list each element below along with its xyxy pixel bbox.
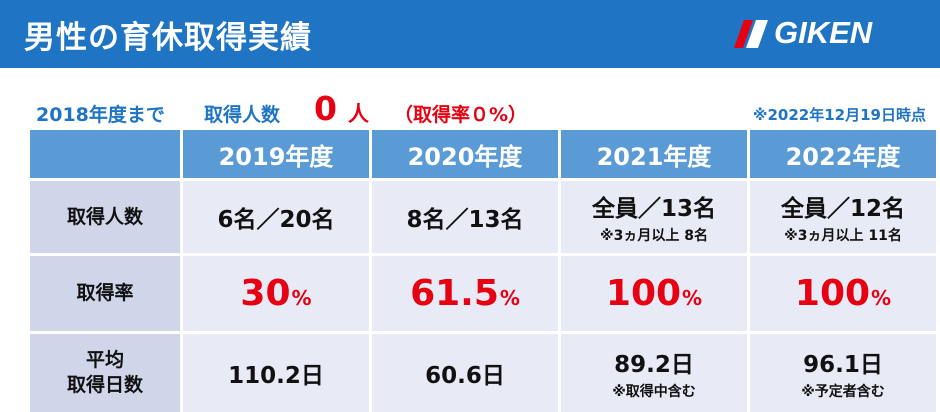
column-header: 2020年度 [372, 130, 558, 178]
page-title: 男性の育休取得実績 [24, 20, 312, 56]
cell-value: 110.2日 [228, 363, 324, 389]
cell-value: 8名／13名 [406, 207, 524, 233]
table-cell: 8名／13名 [372, 181, 558, 253]
cell-note: ※予定者含む [801, 384, 885, 400]
rate-number: 61.5 [410, 273, 499, 314]
logo-text: GIKEN [774, 15, 873, 50]
summary-unit: 人 [348, 102, 369, 126]
table-cell: 60.6日 [372, 334, 558, 412]
table-cell: 100% [561, 256, 747, 331]
row-label-line: 平均 [85, 349, 124, 372]
rate-value: 100% [795, 273, 891, 314]
row-label-line: 取得日数 [66, 374, 143, 396]
table-cell: 100% [750, 256, 936, 331]
cell-value: 60.6日 [425, 363, 505, 389]
summary-count: 0 [314, 89, 337, 128]
row-label-count: 取得人数 [30, 181, 180, 253]
rate-unit: % [291, 286, 312, 310]
cell-note: ※3ヵ月以上 8名 [600, 228, 708, 244]
column-header: 2019年度 [183, 130, 369, 178]
cell-value: 89.2日 [614, 352, 694, 378]
table-cell: 30% [183, 256, 369, 331]
giken-logo: GIKEN [734, 14, 924, 54]
rate-unit: % [499, 286, 520, 310]
rate-number: 30 [240, 273, 291, 314]
cell-value: 全員／12名 [780, 196, 905, 222]
table-cell: 110.2日 [183, 334, 369, 412]
table-corner [30, 130, 180, 178]
table-cell: 89.2日 ※取得中含む [561, 334, 747, 412]
rate-unit: % [682, 286, 703, 310]
row-label-rate: 取得率 [30, 256, 180, 331]
rate-value: 30% [240, 273, 311, 314]
rate-number: 100 [794, 273, 871, 314]
table-cell: 61.5% [372, 256, 558, 331]
table-cell: 全員／13名 ※3ヵ月以上 8名 [561, 181, 747, 253]
summary-label: 取得人数 [204, 104, 281, 126]
header-bar: 男性の育休取得実績 GIKEN [0, 0, 940, 68]
logo-mark-icon [734, 20, 768, 48]
cell-value: 96.1日 [803, 352, 883, 378]
rate-unit: % [871, 286, 892, 310]
table-cell: 全員／12名 ※3ヵ月以上 11名 [750, 181, 936, 253]
results-table: 2019年度 2020年度 2021年度 2022年度 取得人数 6名／20名 … [30, 130, 936, 412]
cell-value: 全員／13名 [591, 196, 716, 222]
column-header: 2021年度 [561, 130, 747, 178]
cell-note: ※3ヵ月以上 11名 [784, 228, 902, 244]
row-label-days: 平均 取得日数 [30, 334, 180, 412]
rate-value: 61.5% [410, 273, 520, 314]
rate-number: 100 [605, 273, 682, 314]
table-cell: 6名／20名 [183, 181, 369, 253]
summary-rate: （取得率０%） [394, 104, 528, 126]
table-cell: 96.1日 ※予定者含む [750, 334, 936, 412]
rate-value: 100% [606, 273, 702, 314]
summary-line: 2018年度まで 取得人数 0 人 （取得率０%） [36, 89, 596, 128]
cell-note: ※取得中含む [612, 384, 696, 400]
column-header: 2022年度 [750, 130, 936, 178]
summary-period: 2018年度まで [36, 104, 165, 126]
as-of-note: ※2022年12月19日時点 [752, 106, 926, 124]
cell-value: 6名／20名 [217, 207, 335, 233]
